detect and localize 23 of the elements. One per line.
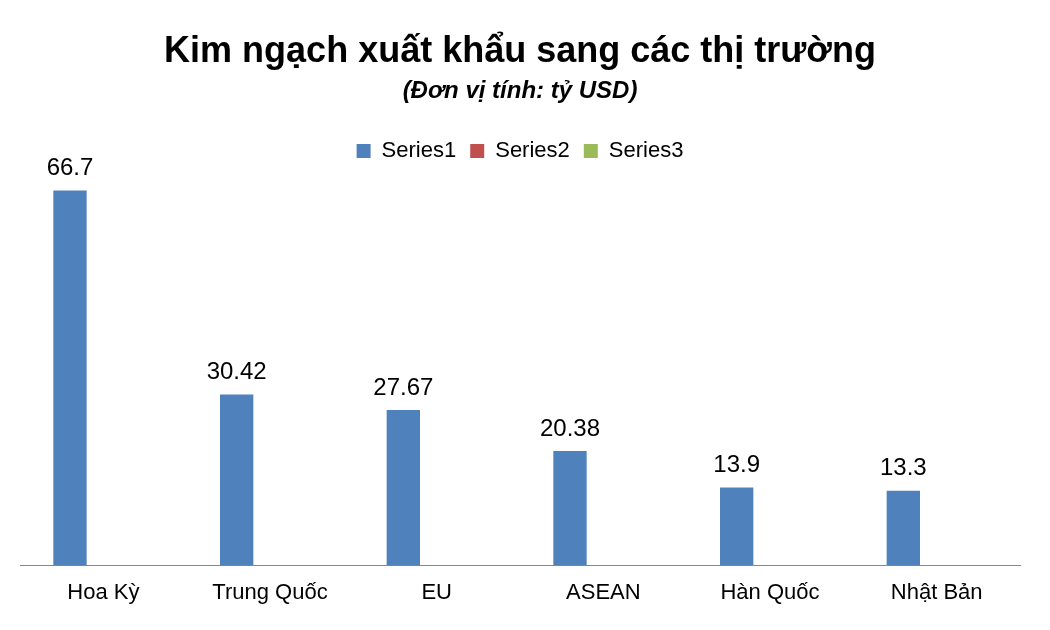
bar xyxy=(386,410,420,566)
x-tick-label: Hoa Kỳ xyxy=(67,578,140,604)
chart-title: Kim ngạch xuất khẩu sang các thị trường xyxy=(164,28,876,70)
bar xyxy=(53,190,87,566)
x-tick-label: ASEAN xyxy=(566,578,641,604)
data-label: 30.42 xyxy=(206,357,267,385)
data-label: 66.7 xyxy=(46,153,94,181)
x-tick-label: Hàn Quốc xyxy=(720,578,820,604)
bar xyxy=(553,451,587,566)
chart-subtitle: (Đơn vị tính: tỷ USD) xyxy=(402,76,638,104)
legend-label: Series2 xyxy=(495,137,570,163)
x-tick-label: Trung Quốc xyxy=(212,578,328,604)
data-label: 13.3 xyxy=(879,453,927,481)
legend-label: Series3 xyxy=(608,137,684,163)
legend-label: Series1 xyxy=(381,137,457,163)
data-label: 27.67 xyxy=(373,372,434,400)
x-tick-label: Nhật Bản xyxy=(890,578,983,604)
data-label: 20.38 xyxy=(539,413,601,441)
bar xyxy=(720,487,754,566)
bar xyxy=(886,490,920,566)
data-label: 13.9 xyxy=(713,450,761,478)
x-tick-label: EU xyxy=(421,578,452,604)
bar xyxy=(220,394,254,566)
